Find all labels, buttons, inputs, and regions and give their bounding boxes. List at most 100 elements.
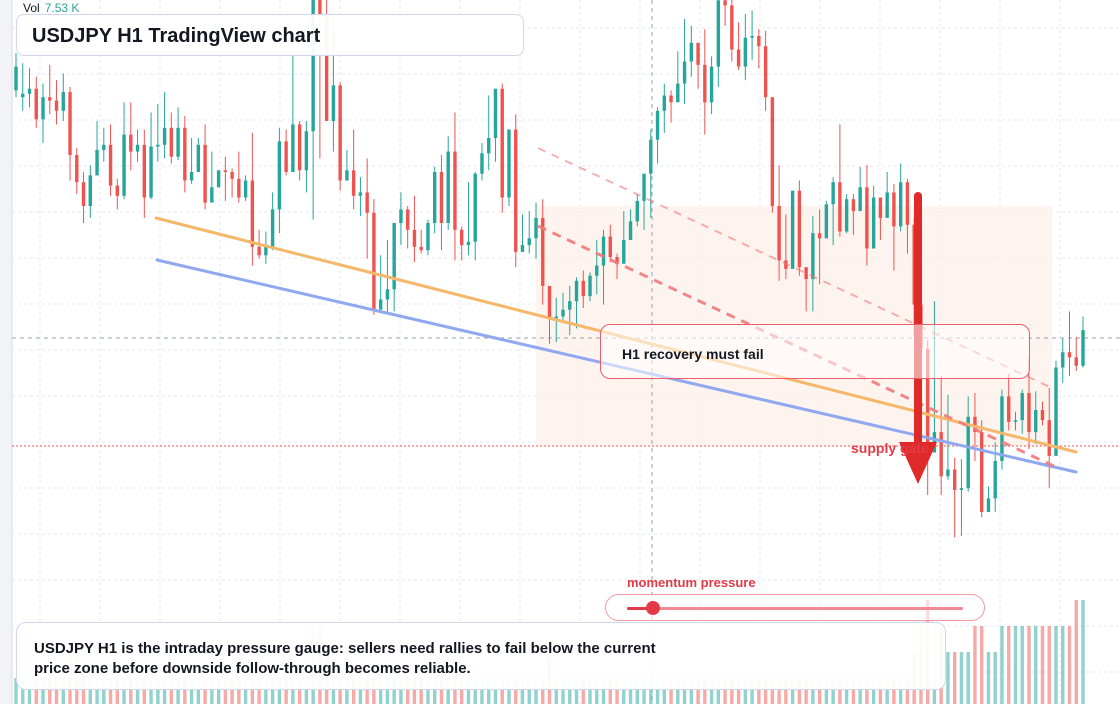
volume-bar bbox=[1047, 626, 1051, 704]
candle-body bbox=[527, 238, 531, 246]
volume-bar bbox=[520, 678, 525, 704]
candle-body bbox=[588, 275, 592, 297]
candle-body bbox=[203, 144, 207, 203]
candle-body bbox=[264, 246, 268, 256]
candle-body bbox=[797, 190, 802, 268]
candle-body bbox=[716, 0, 721, 67]
volume-bar bbox=[426, 678, 430, 704]
candle-body bbox=[27, 88, 32, 94]
volume-bar bbox=[682, 678, 687, 704]
candle-body bbox=[946, 469, 950, 477]
volume-bar bbox=[736, 678, 741, 704]
candle-body bbox=[95, 149, 99, 176]
volume-bar bbox=[108, 678, 113, 704]
volume-bar bbox=[892, 678, 896, 704]
volume-bar bbox=[750, 678, 754, 704]
volume-bar bbox=[237, 678, 241, 704]
candle-body bbox=[1054, 367, 1058, 456]
candle-body bbox=[736, 49, 741, 67]
volume-indicator-label: Vol 7.53 K bbox=[23, 1, 79, 15]
volume-bar bbox=[95, 678, 99, 704]
volume-bar bbox=[453, 678, 457, 704]
volume-bar bbox=[973, 626, 977, 704]
candle-body bbox=[1040, 410, 1045, 421]
volume-bar bbox=[291, 678, 295, 704]
volume-bar bbox=[628, 678, 633, 704]
candle-body bbox=[189, 172, 194, 181]
volume-bar bbox=[831, 678, 835, 704]
volume-bar bbox=[581, 678, 585, 704]
volume-bar bbox=[189, 678, 194, 704]
candle-body bbox=[898, 182, 903, 227]
volume-bar bbox=[622, 678, 626, 704]
volume-bar bbox=[662, 678, 667, 704]
volume-bar bbox=[615, 678, 619, 704]
candle-body bbox=[628, 221, 633, 240]
volume-bar bbox=[1034, 626, 1038, 704]
volume-bar bbox=[608, 678, 612, 704]
volume-bar bbox=[196, 678, 201, 704]
candle-body bbox=[689, 42, 694, 62]
candle-body bbox=[520, 245, 525, 252]
candle-body bbox=[649, 139, 653, 174]
candle-body bbox=[169, 127, 174, 157]
volume-bar bbox=[122, 678, 126, 704]
candle-body bbox=[986, 498, 991, 512]
volume-bar bbox=[81, 678, 86, 704]
candle-body bbox=[115, 185, 119, 196]
volume-bar bbox=[21, 678, 25, 704]
volume-bar bbox=[1013, 626, 1018, 704]
volume-bar bbox=[54, 678, 59, 704]
candle-body bbox=[324, 17, 329, 121]
candle-body bbox=[176, 127, 180, 157]
candle-body bbox=[1047, 420, 1051, 456]
volume-bar bbox=[871, 678, 876, 704]
candle-body bbox=[453, 151, 457, 230]
candle-body bbox=[608, 236, 612, 257]
candle-body bbox=[1061, 352, 1065, 368]
caption-text: USDJPY H1 is the intraday pressure gauge… bbox=[34, 640, 656, 677]
volume-bar bbox=[203, 678, 207, 704]
volume-bar bbox=[865, 678, 869, 704]
volume-bar bbox=[27, 678, 32, 704]
volume-bar bbox=[534, 678, 538, 704]
candle-body bbox=[959, 488, 964, 490]
volume-bar bbox=[1027, 626, 1031, 704]
candle-body bbox=[149, 146, 153, 198]
candle-body bbox=[331, 85, 336, 121]
volume-bar bbox=[129, 678, 133, 704]
bearish-arrow-head bbox=[899, 442, 937, 484]
candle-body bbox=[412, 229, 417, 247]
volume-bar bbox=[817, 678, 822, 704]
volume-bar bbox=[216, 678, 221, 704]
candle-body bbox=[507, 129, 511, 198]
volume-bar bbox=[885, 678, 889, 704]
candle-body bbox=[372, 212, 376, 310]
candle-body bbox=[682, 61, 687, 84]
candle-body bbox=[790, 190, 795, 269]
candle-body bbox=[426, 223, 430, 251]
candle-body bbox=[48, 97, 52, 101]
volume-bar bbox=[743, 678, 748, 704]
candle-body bbox=[635, 200, 639, 222]
volume-label: Vol bbox=[23, 1, 40, 15]
volume-bar bbox=[372, 678, 376, 704]
title-card: USDJPY H1 TradingView chart bbox=[16, 14, 524, 56]
candle-body bbox=[541, 217, 545, 286]
candle-body bbox=[770, 97, 775, 206]
volume-bar bbox=[1074, 600, 1078, 704]
candle-body bbox=[257, 246, 261, 256]
volume-bar bbox=[986, 652, 991, 704]
candle-body bbox=[460, 229, 464, 246]
volume-bar bbox=[959, 652, 964, 704]
volume-bar bbox=[1081, 600, 1085, 704]
candle-body bbox=[534, 217, 538, 239]
candle-body bbox=[973, 416, 977, 433]
volume-bar bbox=[514, 678, 518, 704]
candle-body bbox=[568, 301, 572, 310]
candle-body bbox=[216, 170, 221, 188]
volume-bar bbox=[277, 678, 282, 704]
candle-body bbox=[378, 299, 383, 310]
candle-body bbox=[338, 85, 342, 181]
candle-body bbox=[777, 206, 781, 261]
